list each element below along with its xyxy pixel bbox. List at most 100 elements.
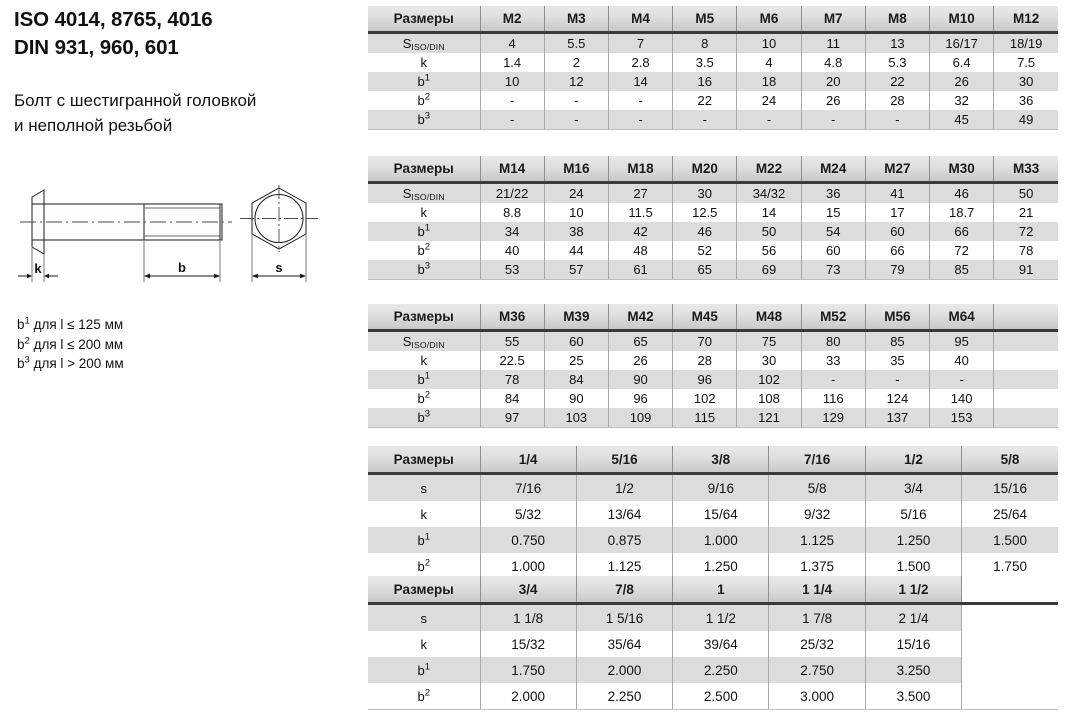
data-cell: 0.750 (480, 527, 577, 553)
note-item: b1 для l ≤ 125 мм (17, 315, 347, 335)
table-row: SISO/DIN 21/22 24 27 30 34/32 36 41 46 50 (368, 182, 1058, 203)
row-label-b2: b2 (417, 91, 431, 108)
specification-tables: Размеры M2 M3 M4 M5 M6 M7 M8 M10 M12 SISO/DIN 4 5.5 7… (368, 0, 1060, 720)
data-cell: 6.4 (929, 53, 995, 72)
data-cell: - (544, 91, 609, 110)
data-cell: 26 (801, 91, 866, 110)
data-cell: 124 (865, 389, 931, 408)
row-header-cell: b2 (368, 553, 481, 580)
table-metric-2: Размеры M14 M16 M18 M20 M22 M24 M27 M30 M33 SISO/D… (368, 156, 1058, 280)
data-cell: 65 (608, 330, 674, 351)
column-header-size: M24 (801, 156, 866, 184)
standard-din-line: DIN 931, 960, 601 (14, 36, 179, 59)
data-cell: 1.750 (480, 657, 577, 683)
description-line-1: Болт с шестигранной головкой (14, 91, 257, 110)
data-cell: 24 (544, 182, 609, 203)
data-cell: 38 (544, 222, 609, 241)
data-cell: 1.125 (576, 553, 674, 580)
data-cell: 137 (865, 408, 931, 428)
data-cell-empty (993, 389, 1058, 408)
data-cell: 2.500 (672, 683, 770, 710)
row-label-b2: b2 (417, 557, 431, 574)
data-cell: 41 (865, 182, 931, 203)
data-cell: 3.000 (768, 683, 866, 710)
data-cell: 28 (865, 91, 931, 110)
data-cell: 2 (544, 53, 609, 72)
column-header-size: M45 (672, 304, 738, 332)
data-cell: 46 (672, 222, 738, 241)
row-label-b3: b3 (417, 260, 431, 277)
row-header-cell: SISO/DIN (368, 32, 481, 53)
column-header-dimensions: Размеры (368, 6, 481, 34)
data-cell: 39/64 (672, 631, 770, 657)
table-row: b2 2.000 2.250 2.500 3.000 3.500 (368, 683, 1058, 710)
product-description: Болт с шестигранной головкой и неполной … (14, 88, 354, 138)
standards-title: ISO 4014, 8765, 4016 DIN 931, 960, 601 (14, 6, 354, 62)
column-header-size: M6 (736, 6, 802, 34)
data-cell: 73 (801, 260, 866, 280)
data-cell: 1.500 (865, 553, 963, 580)
row-header-cell: k (368, 203, 481, 222)
data-cell-empty (993, 351, 1058, 370)
column-header-dimensions: Размеры (368, 576, 481, 605)
data-cell: 36 (993, 91, 1058, 110)
data-cell: 70 (672, 330, 738, 351)
table-header-row: Размеры M36 M39 M42 M45 M48 M52 M56 M64 (368, 304, 1058, 332)
data-cell: 102 (672, 389, 738, 408)
data-cell: - (544, 110, 609, 130)
table-row: b1 10 12 14 16 18 20 22 26 30 (368, 72, 1058, 91)
data-cell: 116 (801, 389, 866, 408)
data-cell: 69 (736, 260, 802, 280)
data-cell: 15/16 (865, 631, 963, 657)
data-cell: 0.875 (576, 527, 674, 553)
table-row: b1 1.750 2.000 2.250 2.750 3.250 (368, 657, 1058, 683)
data-cell: 15 (801, 203, 866, 222)
data-cell: 1 5/16 (576, 603, 674, 631)
data-cell: 15/32 (480, 631, 577, 657)
column-header-size: 7/8 (576, 576, 674, 605)
data-cell: 46 (929, 182, 995, 203)
data-cell: 50 (736, 222, 802, 241)
data-cell: 42 (608, 222, 674, 241)
data-cell: 13 (865, 32, 931, 53)
data-cell: 3/4 (865, 473, 963, 501)
data-cell: 9/32 (768, 501, 866, 527)
column-header-size: M64 (929, 304, 995, 332)
column-header-size: 1 1/2 (865, 576, 963, 605)
data-cell: 102 (736, 370, 802, 389)
data-cell: 5.3 (865, 53, 931, 72)
data-cell-empty (961, 683, 1058, 710)
data-cell: 15/64 (672, 501, 770, 527)
data-cell: 45 (929, 110, 995, 130)
row-label-b1: b1 (417, 222, 431, 239)
row-header-cell: b2 (368, 683, 481, 710)
data-cell: 60 (865, 222, 931, 241)
data-cell: - (865, 370, 931, 389)
data-cell: 140 (929, 389, 995, 408)
table-row: b1 34 38 42 46 50 54 60 66 72 (368, 222, 1058, 241)
data-cell: 16 (672, 72, 738, 91)
data-cell: 10 (736, 32, 802, 53)
column-header-size: M3 (544, 6, 609, 34)
data-cell: 14 (608, 72, 674, 91)
data-cell: 153 (929, 408, 995, 428)
data-cell: 4 (736, 53, 802, 72)
row-label-b2: b2 (417, 687, 431, 704)
data-cell: 54 (801, 222, 866, 241)
note-superscript: 1 (24, 315, 30, 327)
data-cell: 84 (480, 389, 545, 408)
bolt-head-side (31, 189, 45, 255)
data-cell: 4 (480, 32, 545, 53)
column-header-size: 7/16 (768, 446, 866, 475)
column-header-size: M8 (865, 6, 931, 34)
column-header-size: M27 (865, 156, 931, 184)
column-header-size: M7 (801, 6, 866, 34)
data-cell: 90 (544, 389, 609, 408)
data-cell: 48 (608, 241, 674, 260)
data-cell: - (608, 110, 674, 130)
data-cell: 24 (736, 91, 802, 110)
data-cell: 55 (480, 330, 545, 351)
note-superscript: 3 (24, 354, 30, 366)
data-cell: 72 (993, 222, 1058, 241)
row-header-cell: k (368, 501, 481, 527)
